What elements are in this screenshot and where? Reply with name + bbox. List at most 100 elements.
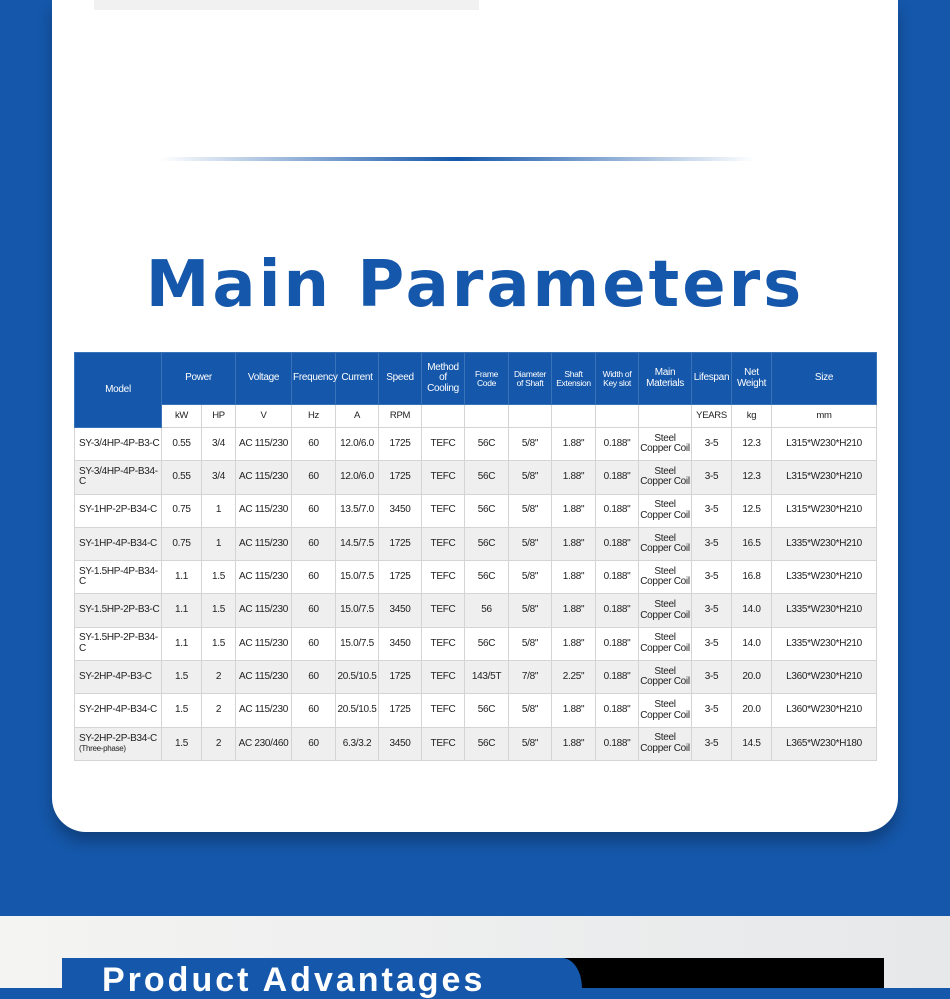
model-name: SY-1.5HP-4P-B34-C <box>79 565 158 588</box>
product-advantages-banner: Product Advantages <box>62 958 884 999</box>
table-cell: 0.188" <box>595 726 640 761</box>
table-cell: 3-5 <box>691 626 733 662</box>
table-cell: 1.1 <box>161 593 202 628</box>
table-row: SY-1HP-4P-B34-C 0.75 1 AC 115/230 60 14.5/7.5… <box>74 526 878 562</box>
table-cell: TEFC <box>421 593 466 628</box>
unit-cell: A <box>335 404 380 428</box>
table-cell: 3450 <box>378 493 423 528</box>
unit-cell: V <box>235 404 293 428</box>
table-cell: 1 <box>200 493 237 528</box>
table-cell: 16.5 <box>731 526 773 562</box>
table-cell: 15.0/7.5 <box>335 626 380 662</box>
table-cell: AC 115/230 <box>235 426 293 462</box>
table-cell: L360*W230*H210 <box>771 693 878 728</box>
table-cell: 1.5 <box>200 560 237 595</box>
header-cell: Width of Key slot <box>595 352 640 405</box>
table-cell: 1.5 <box>161 660 202 695</box>
table-cell: AC 230/460 <box>235 726 293 761</box>
table-cell: 20.0 <box>731 660 773 695</box>
table-cell: Steel Copper Coil <box>638 493 693 528</box>
table-cell: 60 <box>291 560 337 595</box>
table-cell: Steel Copper Coil <box>638 560 693 595</box>
unit-cell: kW <box>161 404 202 428</box>
table-cell: L335*W230*H210 <box>771 626 878 662</box>
table-cell: 1.5 <box>161 693 202 728</box>
table-cell: TEFC <box>421 693 466 728</box>
table-row: SY-2HP-4P-B34-C 1.5 2 AC 115/230 60 20.5/10.5… <box>74 693 878 728</box>
unit-cell <box>508 404 553 428</box>
table-cell: 3-5 <box>691 560 733 595</box>
table-cell: AC 115/230 <box>235 460 293 495</box>
table-cell: 14.5 <box>731 726 773 761</box>
unit-cell: mm <box>771 404 878 428</box>
table-cell: Steel Copper Coil <box>638 626 693 662</box>
model-name: SY-1.5HP-2P-B3-C <box>79 604 160 616</box>
table-cell: 5/8" <box>508 726 553 761</box>
table-cell: TEFC <box>421 426 466 462</box>
model-name: SY-3/4HP-4P-B3-C <box>79 437 160 449</box>
table-cell: AC 115/230 <box>235 693 293 728</box>
model-cell: SY-2HP-4P-B34-C <box>74 693 162 728</box>
model-cell: SY-1.5HP-2P-B34-C <box>74 626 162 662</box>
model-name: SY-3/4HP-4P-B34-C <box>79 465 158 488</box>
table-cell: L335*W230*H210 <box>771 593 878 628</box>
table-cell: TEFC <box>421 493 466 528</box>
table-cell: TEFC <box>421 660 466 695</box>
header-cell: Size <box>771 352 878 405</box>
table-cell: 3-5 <box>691 526 733 562</box>
unit-cell: Hz <box>291 404 337 428</box>
table-cell: 1.5 <box>200 626 237 662</box>
section-heading: Product Advantages <box>102 961 486 999</box>
table-cell: 1.88" <box>551 560 597 595</box>
table-cell: TEFC <box>421 626 466 662</box>
table-cell: 14.5/7.5 <box>335 526 380 562</box>
table-cell: 0.188" <box>595 526 640 562</box>
table-cell: 60 <box>291 493 337 528</box>
table-cell: 2 <box>200 660 237 695</box>
table-cell: 1.88" <box>551 693 597 728</box>
table-row: SY-1.5HP-4P-B34-C 1.1 1.5 AC 115/230 60 15.0/… <box>74 560 878 595</box>
header-cell: Power <box>160 352 237 405</box>
table-cell: Steel Copper Coil <box>638 726 693 761</box>
table-cell: 3-5 <box>691 726 733 761</box>
table-cell: 1.88" <box>551 626 597 662</box>
table-cell: AC 115/230 <box>235 560 293 595</box>
unit-cell <box>421 404 466 428</box>
table-cell: Steel Copper Coil <box>638 593 693 628</box>
table-cell: 6.3/3.2 <box>335 726 380 761</box>
header-cell: Net Weight <box>731 352 773 405</box>
table-cell: 0.188" <box>595 560 640 595</box>
table-cell: 3/4 <box>200 426 237 462</box>
model-name: SY-2HP-4P-B34-C <box>79 704 157 716</box>
header-cell: Diameter of Shaft <box>508 352 553 405</box>
table-cell: L315*W230*H210 <box>771 493 878 528</box>
table-cell: 20.5/10.5 <box>335 693 380 728</box>
table-cell: 12.0/6.0 <box>335 426 380 462</box>
table-cell: 60 <box>291 726 337 761</box>
unit-cell: RPM <box>378 404 423 428</box>
table-cell: 56C <box>464 426 510 462</box>
header-cell: Voltage <box>235 352 293 405</box>
table-cell: 3-5 <box>691 693 733 728</box>
table-cell: 143/5T <box>464 660 510 695</box>
table-row: SY-1.5HP-2P-B34-C 1.1 1.5 AC 115/230 60 15.0/… <box>74 626 878 662</box>
table-cell: 60 <box>291 693 337 728</box>
header-cell: Shaft Extension <box>551 352 597 405</box>
table-cell: 60 <box>291 626 337 662</box>
table-cell: L365*W230*H180 <box>771 726 878 761</box>
table-row: SY-1.5HP-2P-B3-C 1.1 1.5 AC 115/230 60 15.0/7… <box>74 593 878 628</box>
table-cell: 1725 <box>378 460 423 495</box>
table-cell: 3-5 <box>691 493 733 528</box>
table-cell: 1.88" <box>551 493 597 528</box>
table-cell: 0.75 <box>161 493 202 528</box>
table-cell: 15.0/7.5 <box>335 560 380 595</box>
table-cell: 1725 <box>378 660 423 695</box>
model-cell: SY-2HP-4P-B3-C <box>74 660 162 695</box>
table-cell: 3-5 <box>691 426 733 462</box>
table-cell: 20.0 <box>731 693 773 728</box>
table-cell: 60 <box>291 526 337 562</box>
table-cell: Steel Copper Coil <box>638 460 693 495</box>
table-cell: TEFC <box>421 726 466 761</box>
table-cell: 56C <box>464 726 510 761</box>
table-cell: 56C <box>464 693 510 728</box>
